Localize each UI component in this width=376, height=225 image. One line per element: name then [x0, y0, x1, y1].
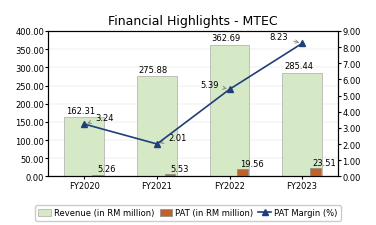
PAT Margin (%) [300, 43, 304, 45]
Text: 19.56: 19.56 [240, 160, 264, 169]
Text: 8.23: 8.23 [270, 33, 299, 44]
Text: 23.51: 23.51 [313, 158, 337, 167]
Bar [92, 175, 103, 177]
Text: 285.44: 285.44 [284, 62, 313, 71]
PAT Margin (%) [155, 143, 159, 146]
Bar [137, 77, 177, 177]
Bar [237, 170, 248, 177]
Text: 162.31: 162.31 [66, 107, 96, 116]
Text: 3.24: 3.24 [88, 114, 114, 124]
PAT Margin (%) [227, 89, 232, 91]
Bar [65, 118, 105, 177]
Text: 5.26: 5.26 [98, 165, 116, 174]
Text: 5.53: 5.53 [170, 165, 189, 174]
Title: Financial Highlights - MTEC: Financial Highlights - MTEC [108, 15, 278, 28]
Text: 2.01: 2.01 [161, 133, 186, 144]
Legend: Revenue (in RM million), PAT (in RM million), PAT Margin (%): Revenue (in RM million), PAT (in RM mill… [35, 205, 341, 221]
Bar [310, 168, 321, 177]
Text: 5.39: 5.39 [200, 81, 226, 90]
Text: 362.69: 362.69 [211, 34, 241, 43]
PAT Margin (%) [82, 123, 87, 126]
Line: PAT Margin (%): PAT Margin (%) [82, 41, 305, 147]
Bar [209, 45, 249, 177]
Bar [282, 73, 322, 177]
Bar [165, 175, 176, 177]
Text: 275.88: 275.88 [139, 66, 168, 75]
